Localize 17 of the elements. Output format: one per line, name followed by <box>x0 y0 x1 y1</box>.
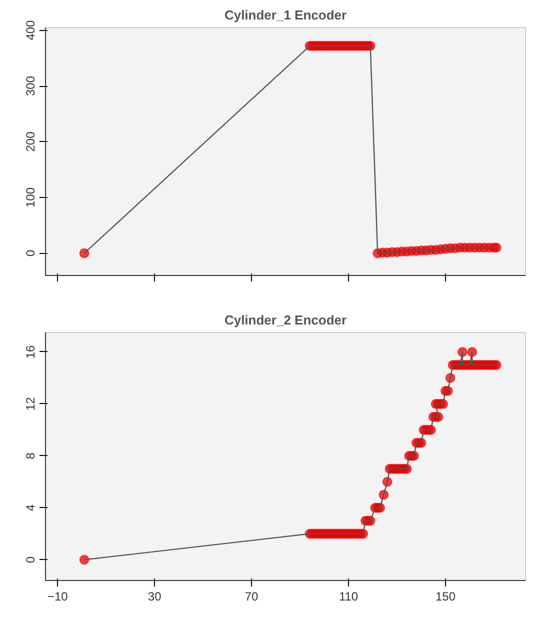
y-tick-label: 0 <box>24 556 38 564</box>
x-tick-label: −10 <box>47 590 68 604</box>
x-tick-label: 150 <box>435 590 456 604</box>
x-tick-label: 110 <box>338 590 358 604</box>
y-tick-label: 8 <box>24 452 38 460</box>
y-tick-label: 0 <box>24 250 38 257</box>
chart-title: Cylinder_2 Encoder <box>224 312 347 328</box>
x-tick-label: 30 <box>148 590 162 604</box>
y-tick-label: 300 <box>24 76 38 96</box>
y-tick-label: 200 <box>24 131 38 152</box>
y-tick-label: 16 <box>24 344 38 359</box>
chart-title: Cylinder_1 Encoder <box>224 8 347 22</box>
x-tick-label: 70 <box>244 590 259 604</box>
y-tick-label: 400 <box>24 20 38 40</box>
y-tick-label: 12 <box>24 396 38 411</box>
y-tick-label: 100 <box>24 187 38 208</box>
y-tick-label: 4 <box>24 504 38 512</box>
